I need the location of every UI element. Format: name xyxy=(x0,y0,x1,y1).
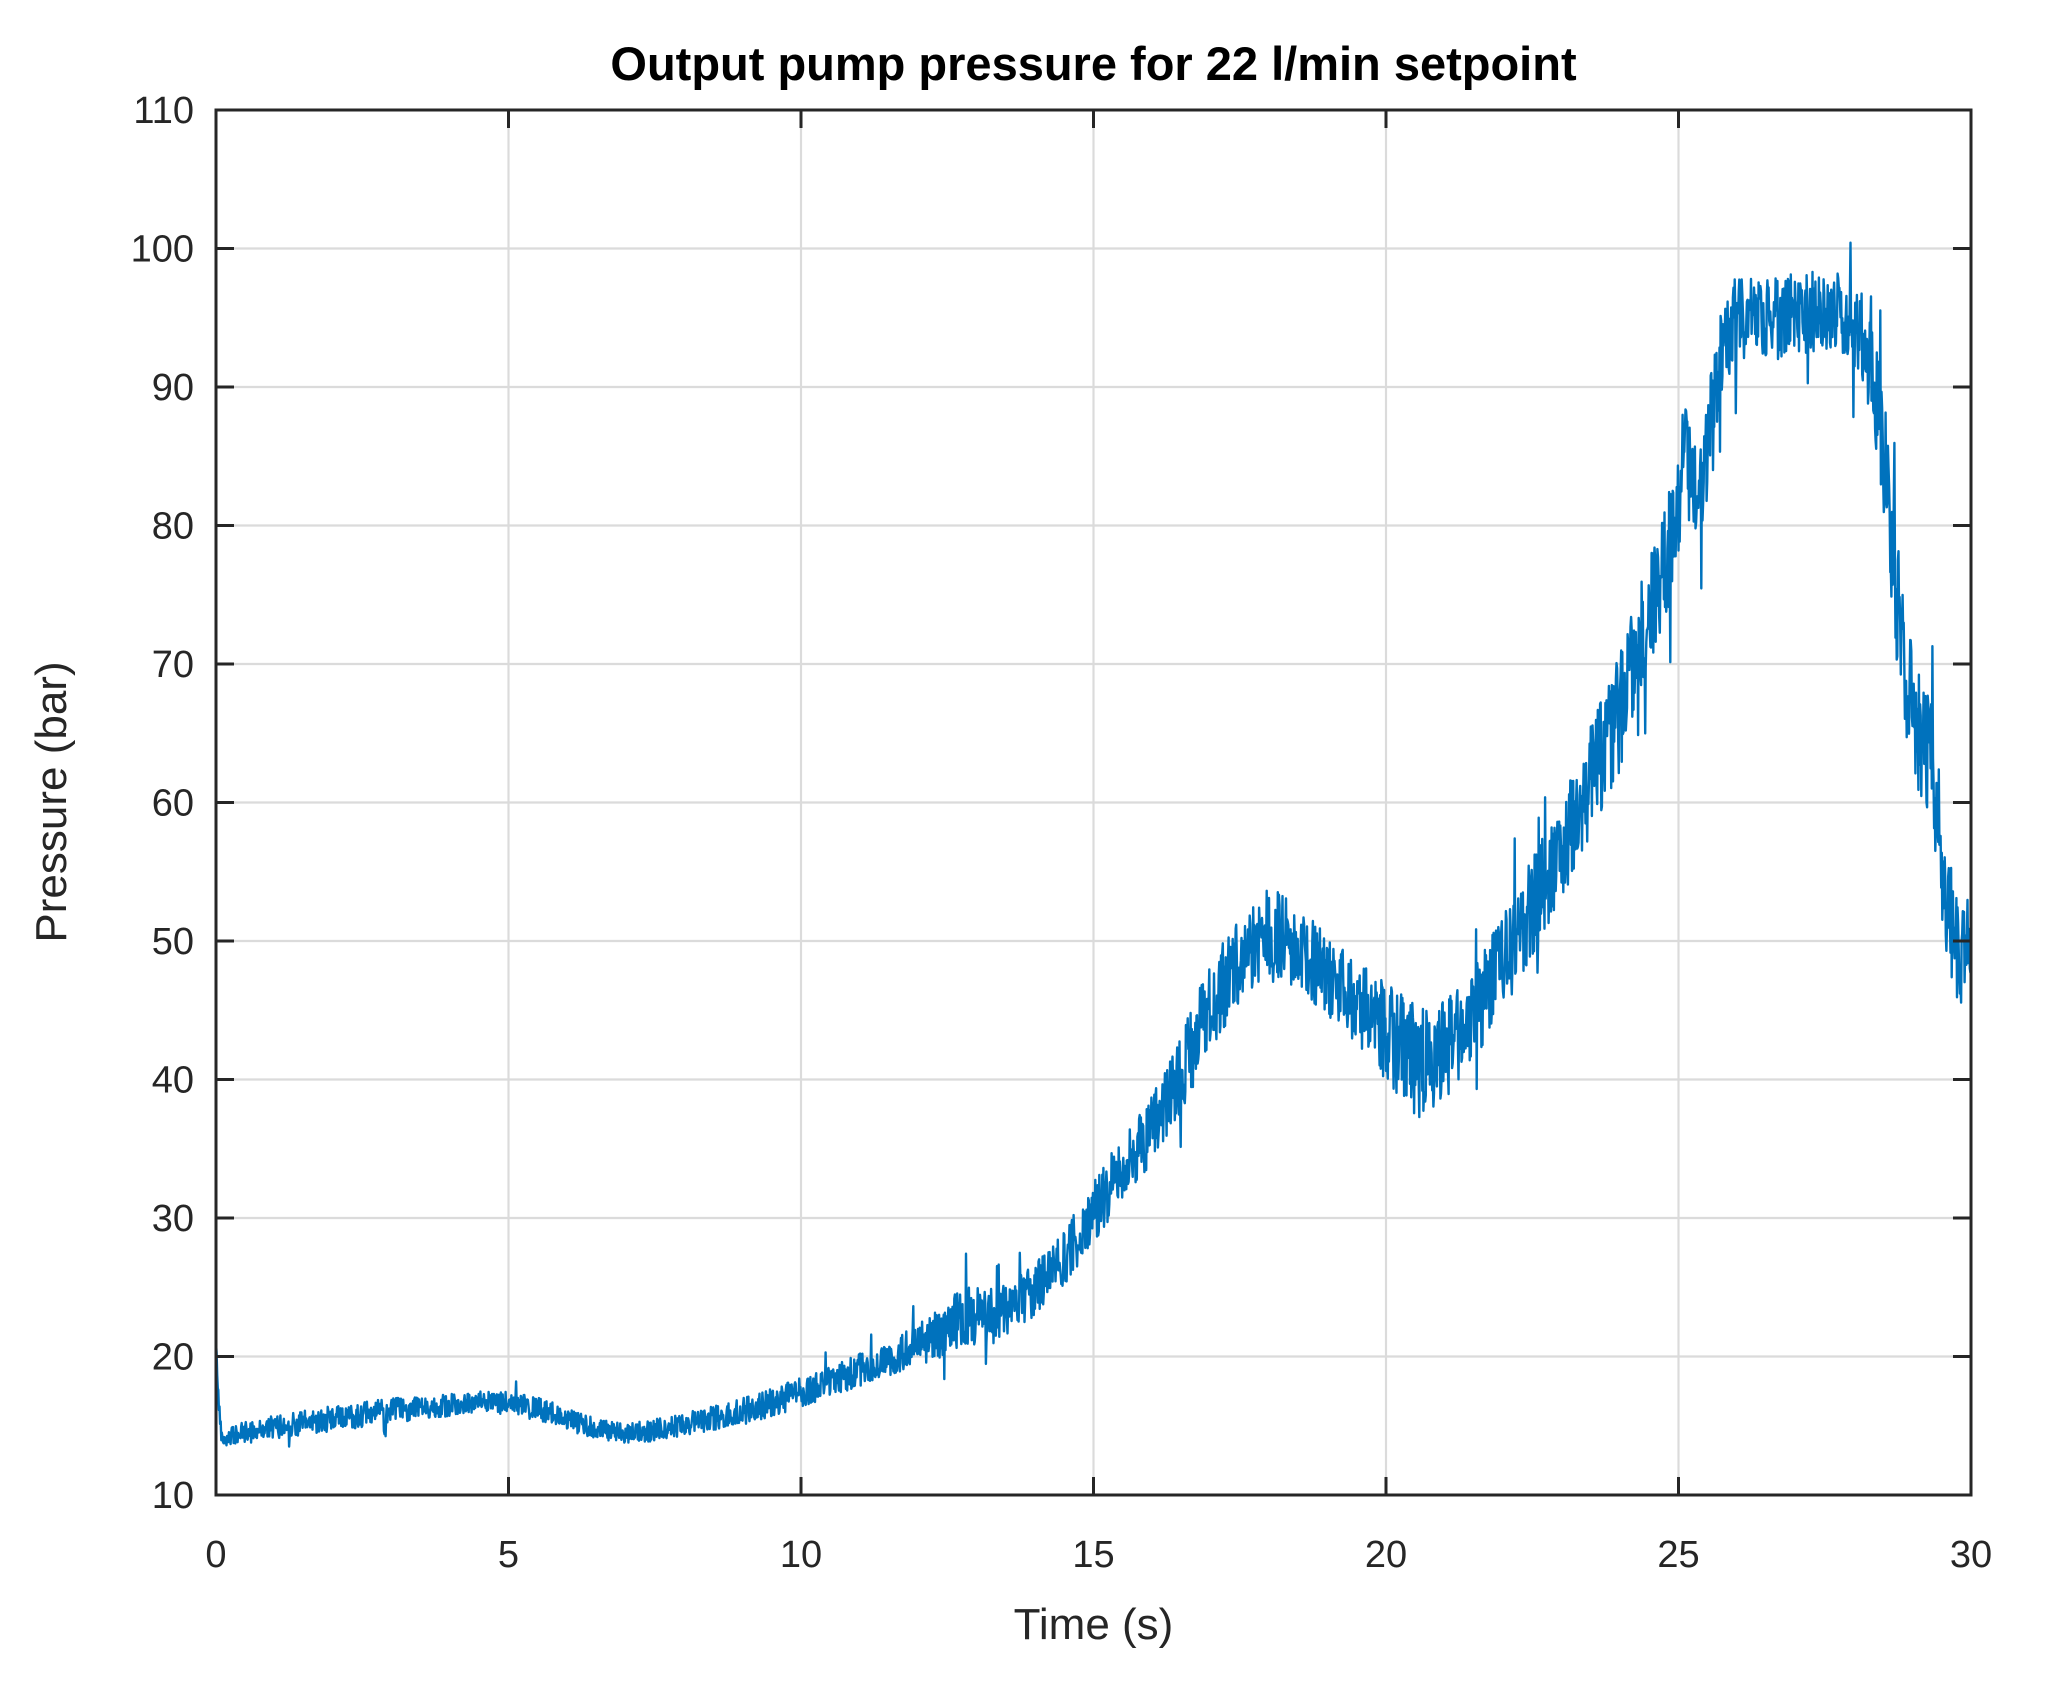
x-tick-label: 15 xyxy=(1072,1534,1114,1576)
axes xyxy=(214,108,1973,1497)
chart-title: Output pump pressure for 22 l/min setpoi… xyxy=(610,37,1577,90)
x-tick-label: 20 xyxy=(1365,1534,1407,1576)
y-tick-label: 80 xyxy=(152,506,194,548)
y-axis-label: Pressure (bar) xyxy=(27,661,76,943)
x-tick-label: 5 xyxy=(498,1534,519,1576)
y-tick-label: 60 xyxy=(152,783,194,825)
x-axis-label: Time (s) xyxy=(1013,1600,1174,1649)
x-tick-label: 10 xyxy=(780,1534,822,1576)
x-tick-label: 0 xyxy=(205,1534,226,1576)
grid-lines xyxy=(216,110,1971,1495)
y-tick-label: 50 xyxy=(152,921,194,963)
y-tick-label: 110 xyxy=(133,90,194,132)
pressure-line xyxy=(214,241,1973,1448)
tick-labels: 0 5 10 15 20 25 30 10 20 30 40 50 60 70 80 90 100 110 xyxy=(131,90,1993,1576)
y-tick-label: 40 xyxy=(152,1060,194,1102)
y-tick-label: 70 xyxy=(152,644,194,686)
y-tick-label: 10 xyxy=(152,1475,194,1517)
x-tick-label: 30 xyxy=(1950,1534,1992,1576)
y-tick-label: 30 xyxy=(152,1198,194,1240)
y-tick-label: 20 xyxy=(152,1337,194,1379)
y-tick-label: 100 xyxy=(131,229,194,271)
x-tick-label: 25 xyxy=(1657,1534,1699,1576)
y-tick-label: 90 xyxy=(152,367,194,409)
